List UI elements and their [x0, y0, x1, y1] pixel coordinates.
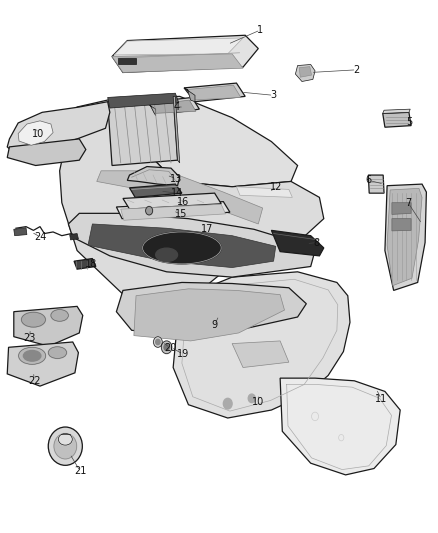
Polygon shape: [150, 100, 196, 114]
Text: 6: 6: [366, 175, 372, 185]
Polygon shape: [117, 282, 306, 337]
Text: 3: 3: [271, 90, 277, 100]
Polygon shape: [112, 35, 258, 72]
Polygon shape: [14, 228, 27, 236]
Ellipse shape: [58, 433, 72, 445]
Polygon shape: [295, 64, 315, 82]
Ellipse shape: [155, 248, 177, 262]
Text: 13: 13: [170, 174, 182, 184]
Polygon shape: [108, 96, 177, 165]
Text: 10: 10: [32, 128, 44, 139]
Ellipse shape: [51, 310, 68, 321]
Ellipse shape: [23, 351, 41, 361]
Text: 8: 8: [314, 238, 320, 247]
Ellipse shape: [48, 347, 67, 359]
Polygon shape: [123, 193, 221, 209]
Polygon shape: [108, 93, 179, 108]
Polygon shape: [134, 289, 285, 341]
Text: 1: 1: [258, 25, 264, 35]
Circle shape: [146, 206, 152, 215]
Ellipse shape: [21, 312, 46, 327]
Text: 21: 21: [74, 466, 86, 476]
Text: 18: 18: [85, 259, 98, 269]
Circle shape: [155, 340, 160, 345]
Text: 22: 22: [28, 376, 41, 386]
Polygon shape: [68, 213, 315, 277]
Polygon shape: [280, 378, 400, 475]
Polygon shape: [383, 112, 411, 127]
Polygon shape: [299, 67, 311, 77]
Polygon shape: [385, 184, 426, 290]
Text: 23: 23: [23, 333, 36, 343]
Polygon shape: [18, 121, 53, 146]
Polygon shape: [130, 184, 182, 197]
Polygon shape: [70, 233, 78, 240]
Polygon shape: [60, 112, 324, 304]
Text: 14: 14: [170, 188, 183, 198]
Text: 19: 19: [177, 349, 189, 359]
Ellipse shape: [18, 348, 46, 365]
Polygon shape: [7, 102, 110, 155]
Circle shape: [248, 394, 255, 402]
Polygon shape: [118, 58, 136, 64]
Text: 4: 4: [173, 102, 179, 112]
Polygon shape: [272, 230, 324, 256]
Polygon shape: [237, 187, 292, 197]
Ellipse shape: [54, 433, 77, 459]
Polygon shape: [232, 341, 289, 368]
Polygon shape: [97, 171, 263, 224]
Text: 16: 16: [177, 197, 189, 207]
Polygon shape: [121, 204, 226, 220]
Text: 7: 7: [405, 198, 411, 208]
Polygon shape: [146, 103, 155, 116]
Polygon shape: [127, 166, 180, 185]
Text: 12: 12: [270, 182, 283, 192]
Ellipse shape: [48, 427, 82, 465]
Polygon shape: [146, 98, 199, 116]
Polygon shape: [173, 272, 350, 418]
Polygon shape: [187, 85, 241, 100]
Text: 15: 15: [175, 209, 187, 220]
Text: 24: 24: [35, 232, 47, 243]
Polygon shape: [117, 201, 230, 219]
Polygon shape: [368, 175, 384, 193]
Polygon shape: [14, 306, 83, 346]
Polygon shape: [88, 224, 276, 268]
Text: 5: 5: [406, 117, 412, 127]
Circle shape: [161, 341, 172, 354]
Circle shape: [164, 344, 169, 351]
Text: 20: 20: [164, 343, 176, 353]
Text: 10: 10: [252, 397, 265, 407]
Polygon shape: [114, 38, 243, 55]
Polygon shape: [74, 259, 96, 269]
Polygon shape: [173, 96, 180, 163]
Polygon shape: [383, 109, 410, 114]
Circle shape: [153, 337, 162, 348]
Polygon shape: [387, 188, 422, 286]
Ellipse shape: [143, 232, 221, 264]
Text: 11: 11: [375, 394, 388, 405]
Polygon shape: [7, 342, 78, 386]
Text: 2: 2: [353, 65, 360, 75]
Text: 9: 9: [212, 320, 218, 330]
Polygon shape: [71, 96, 297, 187]
Circle shape: [223, 398, 232, 409]
Polygon shape: [7, 139, 86, 165]
Polygon shape: [392, 203, 411, 214]
Polygon shape: [392, 219, 411, 231]
Polygon shape: [184, 88, 195, 102]
Polygon shape: [112, 54, 243, 72]
Text: 17: 17: [201, 224, 213, 235]
Polygon shape: [184, 83, 245, 102]
